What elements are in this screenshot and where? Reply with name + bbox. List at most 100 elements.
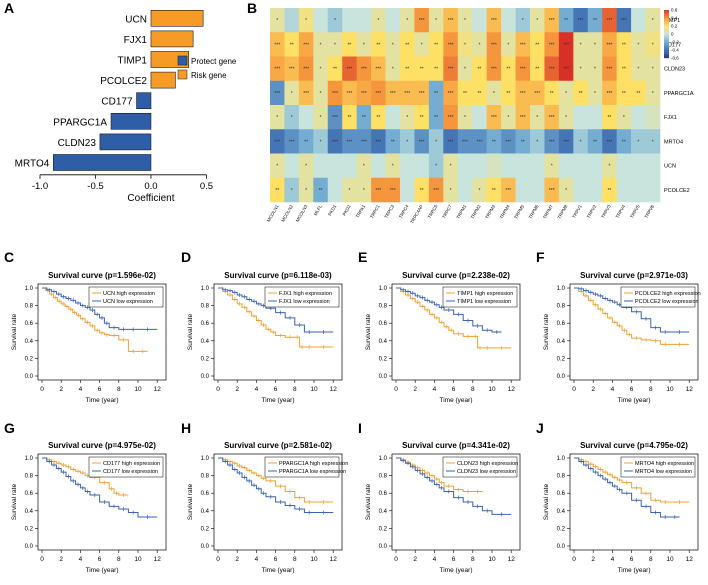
heatmap-cell — [587, 56, 603, 82]
significance-mark: ** — [622, 139, 626, 145]
significance-mark: * — [637, 139, 639, 145]
heatmap-cell — [645, 56, 661, 82]
heatmap-cell — [544, 129, 560, 154]
significance-mark: ** — [347, 42, 351, 48]
significance-mark: *** — [419, 139, 425, 145]
x-tick-label: 8 — [649, 556, 653, 563]
y-tick-label: 1.0 — [379, 456, 388, 462]
heatmap-cell — [270, 32, 285, 57]
heatmap-col-label: TRPC4AP — [409, 204, 424, 224]
heatmap-cell — [544, 56, 560, 82]
significance-mark: * — [580, 42, 582, 48]
heatmap-col-label: TRPC7 — [441, 204, 453, 220]
heatmap-cell — [616, 32, 632, 57]
x-tick-label: 6 — [274, 556, 278, 563]
plot-frame — [391, 453, 521, 551]
heatmap-cell — [616, 177, 632, 203]
heatmap-cell — [313, 153, 329, 179]
heatmap-cell — [371, 32, 386, 57]
y-tick-label: 0.0 — [25, 544, 34, 550]
colorbar-segment — [664, 21, 669, 23]
heatmap-cell — [270, 105, 285, 130]
colorbar-segment — [664, 54, 669, 57]
km-curve-low — [396, 457, 512, 515]
y-tick-label: 1.0 — [25, 286, 34, 292]
heatmap-cell — [428, 8, 444, 33]
heatmap-cell — [472, 177, 487, 203]
significance-mark: ** — [492, 188, 496, 194]
significance-mark: *** — [404, 91, 410, 97]
km-curve-low — [218, 457, 334, 514]
colorbar-tick-label: 0 — [671, 32, 674, 37]
heatmap-cell — [486, 80, 502, 106]
heatmap-cell — [587, 105, 603, 130]
panel-label-c: C — [4, 249, 14, 265]
bar-ucn — [150, 10, 204, 27]
y-tick-label: 0.8 — [201, 304, 210, 310]
heatmap-cell — [414, 129, 430, 154]
y-tick-label: 0.8 — [25, 304, 34, 310]
significance-mark: * — [406, 115, 408, 121]
heatmap-col-label: MCOLN1 — [266, 204, 280, 223]
y-axis-title: Survival rate — [187, 314, 194, 351]
heatmap-cell — [284, 177, 300, 203]
heatmap-cell — [544, 32, 560, 57]
legend-label-high: MRTO4 high expression — [635, 461, 694, 467]
x-axis-title: Time (year) — [86, 567, 119, 574]
heatmap-row-label: PPARGC1A — [664, 91, 694, 97]
heatmap-cell — [472, 8, 487, 33]
colorbar-segment — [664, 22, 669, 25]
y-tick-label: 0.6 — [201, 491, 210, 497]
significance-mark: * — [320, 67, 322, 73]
y-tick-label: 0.2 — [201, 356, 210, 362]
chart-title: Survival curve (p=4.795e-02) — [580, 441, 688, 450]
x-tick-label: 2 — [235, 386, 239, 393]
significance-mark: * — [435, 164, 437, 170]
km-curve-low — [574, 287, 690, 333]
significance-mark: *** — [332, 91, 338, 97]
heatmap-cell — [270, 153, 285, 179]
significance-mark: ** — [607, 188, 611, 194]
y-tick-label: 0.2 — [557, 526, 566, 532]
significance-mark: * — [652, 42, 654, 48]
legend-label-high: UCN high expression — [103, 291, 155, 297]
x-axis-title: Time (year) — [440, 567, 473, 574]
significance-mark: * — [551, 164, 553, 170]
heatmap-cell — [631, 32, 646, 57]
heatmap-cell — [457, 32, 473, 57]
significance-mark: * — [305, 18, 307, 24]
x-tick-label: 0.0 — [144, 181, 157, 192]
x-axis-title: Time (year) — [618, 397, 651, 404]
x-tick-label: 8 — [649, 386, 653, 393]
x-axis-title: Time (year) — [618, 567, 651, 574]
x-tick-label: 0.5 — [200, 181, 213, 192]
colorbar-segment — [664, 16, 669, 19]
significance-mark: * — [507, 42, 509, 48]
bar-pcolce2 — [150, 71, 176, 89]
significance-mark: * — [334, 18, 336, 24]
survival-chart-j: Survival curve (p=4.795e-02) 0 2 4 6 8 10 12 0.0… — [543, 441, 699, 574]
km-curve-low — [396, 287, 502, 333]
heatmap-cell — [356, 105, 372, 130]
x-tick-label: 10 — [134, 386, 142, 393]
x-tick-label: 4 — [255, 386, 259, 393]
heatmap-cell — [284, 153, 300, 179]
significance-mark: *** — [361, 91, 367, 97]
heatmap-cell — [631, 105, 646, 130]
chart-title: Survival curve (p=2.238e-02) — [402, 271, 510, 280]
heatmap-cell — [530, 80, 545, 106]
significance-mark: * — [478, 188, 480, 194]
significance-mark: * — [565, 188, 567, 194]
colorbar-tick-label: 0.4 — [671, 16, 678, 21]
legend-box — [88, 286, 164, 308]
significance-mark: ** — [622, 67, 626, 73]
significance-mark: ** — [434, 67, 438, 73]
legend-label-low: FJX1 low expression — [279, 299, 330, 305]
x-tick-label: 10 — [310, 386, 318, 393]
significance-mark: * — [320, 139, 322, 145]
significance-mark: ** — [550, 91, 554, 97]
significance-mark: *** — [361, 139, 367, 145]
chart-title: Survival curve (p=2.581e-02) — [224, 441, 332, 450]
heatmap-cell — [616, 105, 632, 130]
heatmap-cell — [602, 8, 617, 33]
